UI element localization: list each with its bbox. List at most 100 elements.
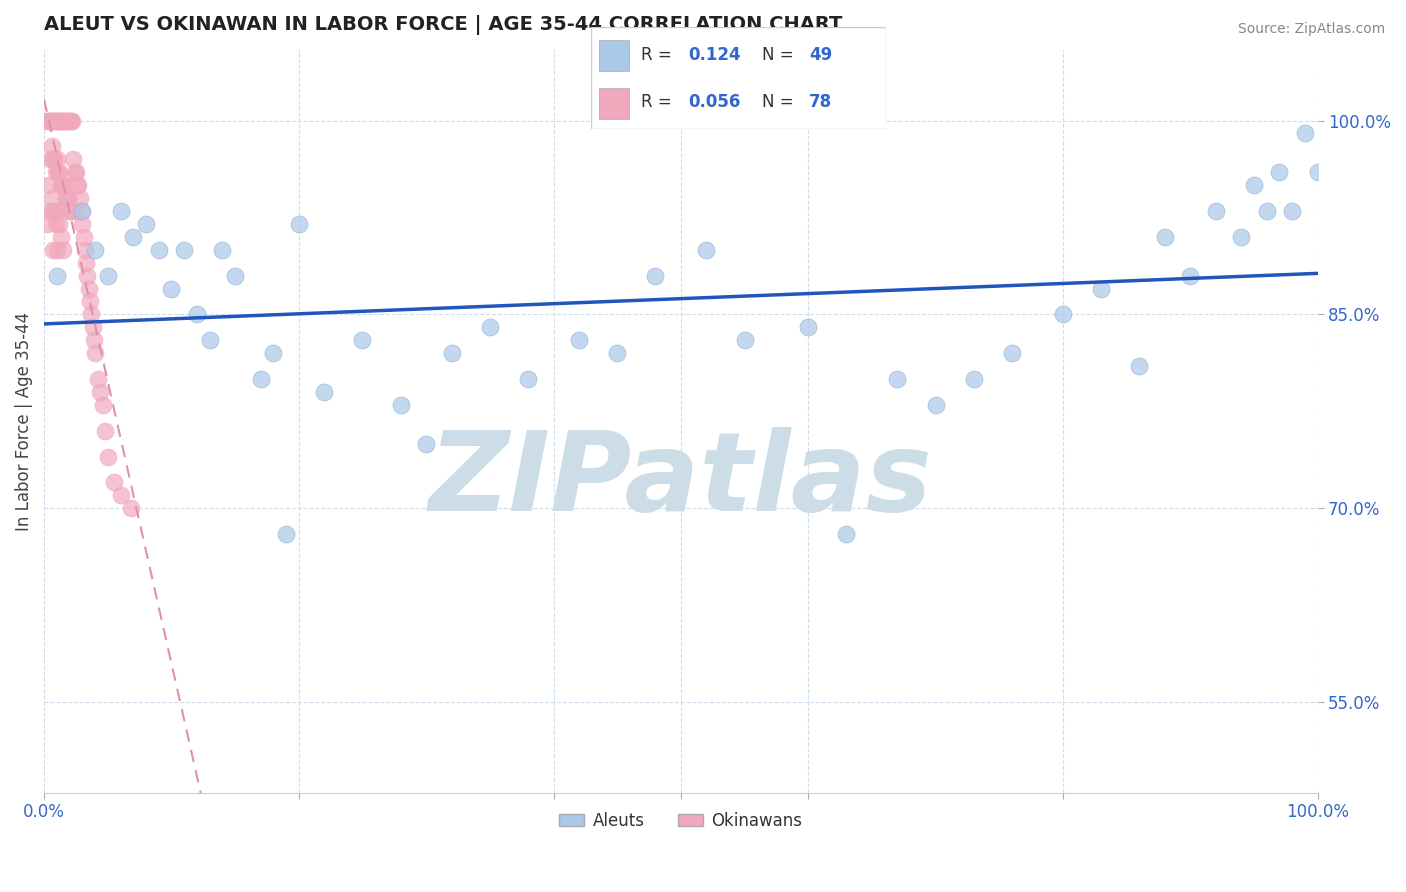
Text: 49: 49 [808, 46, 832, 64]
Point [568, 333, 591, 347]
Point [734, 333, 756, 347]
Point [65, 165, 87, 179]
Point [606, 346, 628, 360]
Point [69, 191, 91, 205]
Point [67, 178, 90, 193]
Point [48, 165, 70, 179]
Point [42, 153, 65, 167]
Point [41, 139, 63, 153]
Point [41, 113, 63, 128]
Point [135, 217, 157, 231]
Point [84, 243, 107, 257]
Point [45, 268, 67, 283]
Point [52, 113, 75, 128]
Point [60, 113, 83, 128]
Point [274, 527, 297, 541]
Point [288, 217, 311, 231]
Point [38, 113, 60, 128]
Point [1090, 282, 1112, 296]
Point [52, 243, 75, 257]
Point [1281, 204, 1303, 219]
Point [46, 113, 69, 128]
Point [1205, 204, 1227, 219]
Point [389, 398, 412, 412]
Point [44, 153, 66, 167]
Point [110, 204, 132, 219]
Point [41, 191, 63, 205]
Point [59, 204, 82, 219]
Point [110, 488, 132, 502]
Point [79, 294, 101, 309]
Point [55, 191, 77, 205]
Point [58, 204, 80, 219]
Point [44, 113, 66, 128]
Point [48, 217, 70, 231]
Text: R =: R = [641, 46, 676, 64]
Text: R =: R = [641, 93, 676, 111]
Point [56, 191, 79, 205]
Point [77, 282, 100, 296]
Point [72, 217, 94, 231]
Point [51, 178, 73, 193]
Text: 0.056: 0.056 [688, 93, 741, 111]
Point [55, 113, 77, 128]
Point [45, 165, 67, 179]
Point [73, 243, 96, 257]
Point [51, 113, 73, 128]
Point [45, 113, 67, 128]
Point [72, 230, 94, 244]
Point [80, 307, 103, 321]
Bar [599, 40, 628, 70]
Point [1153, 230, 1175, 244]
Point [45, 153, 67, 167]
Text: ALEUT VS OKINAWAN IN LABOR FORCE | AGE 35-44 CORRELATION CHART: ALEUT VS OKINAWAN IN LABOR FORCE | AGE 3… [44, 15, 842, 35]
Point [97, 268, 120, 283]
Point [120, 501, 142, 516]
Point [198, 333, 221, 347]
Point [39, 113, 62, 128]
Point [1128, 359, 1150, 373]
Point [82, 320, 104, 334]
Point [35, 217, 58, 231]
Point [45, 243, 67, 257]
Point [148, 243, 170, 257]
Point [53, 178, 76, 193]
Point [66, 178, 89, 193]
Point [39, 204, 62, 219]
Point [44, 204, 66, 219]
Text: 78: 78 [808, 93, 832, 111]
Point [72, 204, 94, 219]
Point [97, 450, 120, 464]
Point [352, 333, 374, 347]
Point [75, 256, 97, 270]
Text: 0.124: 0.124 [688, 46, 741, 64]
Point [262, 346, 284, 360]
Point [56, 113, 79, 128]
Point [1052, 307, 1074, 321]
Point [45, 113, 67, 128]
Point [53, 113, 76, 128]
Point [76, 268, 98, 283]
Y-axis label: In Labor Force | Age 35-44: In Labor Force | Age 35-44 [15, 311, 32, 531]
Point [59, 113, 82, 128]
Point [91, 398, 114, 412]
Legend: Aleuts, Okinawans: Aleuts, Okinawans [553, 805, 808, 837]
Text: N =: N = [762, 46, 799, 64]
Point [314, 384, 336, 399]
Point [83, 333, 105, 347]
Point [42, 113, 65, 128]
Point [478, 320, 501, 334]
Point [886, 372, 908, 386]
Point [1294, 127, 1316, 141]
Point [924, 398, 946, 412]
Point [211, 243, 233, 257]
Point [42, 204, 65, 219]
Point [37, 113, 59, 128]
Point [52, 178, 75, 193]
Point [49, 230, 72, 244]
Point [38, 178, 60, 193]
Point [45, 204, 67, 219]
Point [1268, 165, 1291, 179]
Point [39, 153, 62, 167]
Point [58, 113, 80, 128]
